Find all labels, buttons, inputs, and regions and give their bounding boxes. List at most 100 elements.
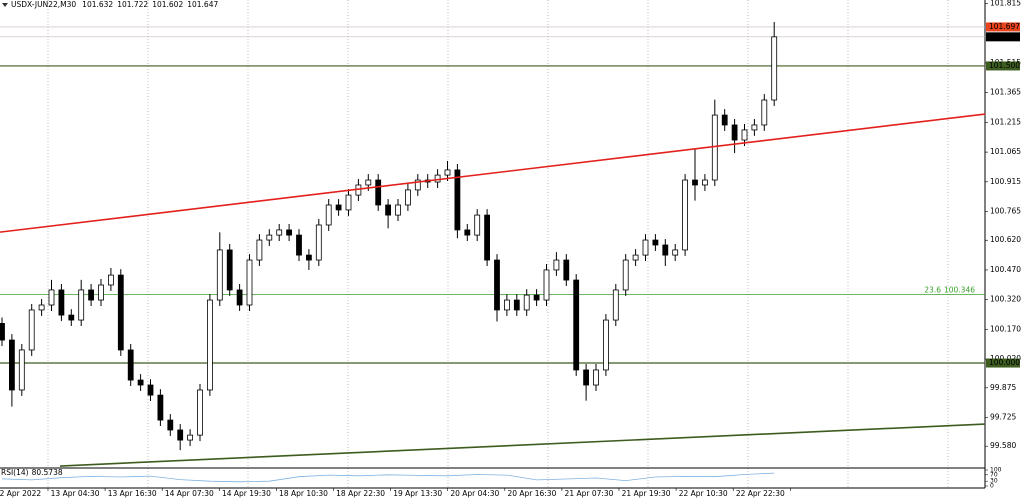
- candle-body: [266, 234, 273, 241]
- candle-body: [137, 379, 144, 386]
- candle-body: [652, 239, 659, 246]
- candle-body: [345, 194, 352, 211]
- x-tick-label: 18 Apr 10:30: [279, 489, 328, 498]
- candle-body: [444, 169, 451, 176]
- menu-arrow: [2, 3, 8, 7]
- candle-body: [157, 394, 164, 421]
- candle-body: [484, 214, 491, 261]
- rsi-name: RSI(14): [1, 468, 29, 477]
- candle-body: [414, 179, 421, 191]
- y-tick-label: 101.815: [990, 0, 1021, 8]
- rsi-tick-label: 100: [990, 467, 1002, 474]
- candle-body: [296, 234, 302, 256]
- rsi-tick-label: 30: [990, 478, 998, 485]
- candle-body: [603, 319, 609, 371]
- candle-body: [702, 179, 708, 186]
- x-tick-label: 13 Apr 04:30: [51, 489, 100, 498]
- price-box: [986, 22, 1020, 32]
- candle-body: [523, 294, 530, 311]
- y-tick-label: 100.170: [990, 324, 1021, 333]
- candle-body: [88, 289, 94, 301]
- candle-body: [563, 259, 570, 281]
- x-tick-label: 18 Apr 22:30: [336, 489, 385, 498]
- candle-body: [216, 249, 223, 301]
- x-tick-label: 21 Apr 07:30: [565, 489, 614, 498]
- candle-body: [721, 114, 728, 126]
- candle-body: [494, 259, 500, 311]
- candle-body: [8, 339, 15, 391]
- candle-body: [206, 299, 213, 391]
- candle-body: [187, 434, 194, 441]
- candle-body: [365, 179, 372, 186]
- header-high: 101.722: [117, 0, 148, 9]
- header-low: 101.602: [152, 0, 183, 9]
- rsi-tick-label: 0: [990, 483, 994, 490]
- y-tick-label: 101.215: [990, 117, 1021, 126]
- candle-body: [692, 179, 698, 186]
- y-tick-label: 100.915: [990, 177, 1021, 186]
- candle-body: [58, 289, 65, 316]
- candle-body: [404, 189, 411, 206]
- price-box: [986, 32, 1020, 42]
- candle-body: [0, 323, 5, 341]
- candle-body: [147, 384, 154, 396]
- candle-body: [236, 289, 243, 306]
- candle-body: [48, 289, 55, 306]
- time-grid: [47, 0, 949, 488]
- y-tick-label: 100.320: [990, 295, 1021, 304]
- level-label: 101.500: [989, 61, 1020, 70]
- symbol: USDX-JUN22,M30: [11, 0, 76, 9]
- rsi-value: 80.5738: [32, 468, 63, 477]
- x-tick-label: 19 Apr 13:30: [393, 489, 442, 498]
- candle-body: [662, 244, 669, 256]
- level-box: [986, 358, 1020, 368]
- rsi-tick-label: 70: [990, 471, 998, 478]
- candle-body: [612, 289, 619, 321]
- candle-body: [38, 304, 45, 311]
- candle-body: [672, 249, 679, 256]
- y-tick-label: 99.725: [990, 412, 1016, 421]
- y-tick-label: 100.470: [990, 265, 1021, 274]
- y-tick-label: 99.875: [990, 383, 1016, 392]
- x-tick-label: 20 Apr 16:30: [507, 489, 556, 498]
- candle-body: [375, 179, 382, 206]
- rsi-label: RSI(14) 80.5738: [1, 468, 63, 477]
- candle-body: [18, 349, 25, 391]
- candle-body: [454, 169, 461, 231]
- candle-body: [632, 254, 639, 261]
- trendline: [59, 423, 986, 467]
- candle-body: [108, 274, 114, 286]
- candle-body: [751, 124, 758, 131]
- candle-body: [167, 419, 174, 431]
- candle-body: [276, 229, 283, 236]
- candle-body: [741, 129, 748, 141]
- level-box: [986, 61, 1020, 71]
- candle-body: [335, 204, 342, 211]
- candle-body: [593, 369, 599, 386]
- candle-body: [434, 174, 441, 183]
- y-tick-label: 100.765: [990, 207, 1021, 216]
- x-tick-label: 12 Apr 2022: [0, 489, 41, 498]
- header-open: 101.632: [82, 0, 113, 9]
- header-close: 101.647: [187, 0, 218, 9]
- candle-body: [385, 204, 392, 216]
- candle-body: [503, 299, 510, 311]
- level-label: 100.000: [989, 358, 1020, 367]
- candle-body: [246, 259, 253, 306]
- fib-label: 23.6 100.346: [924, 286, 975, 295]
- candle-body: [197, 389, 203, 436]
- fib-ratio: 23.6: [924, 286, 941, 295]
- x-tick-label: 14 Apr 19:30: [222, 489, 271, 498]
- fib-price: 100.346: [944, 286, 975, 295]
- candle-body: [543, 269, 550, 301]
- x-tick-label: 22 Apr 10:30: [679, 489, 728, 498]
- candle-body: [761, 99, 768, 126]
- candle-body: [771, 36, 778, 101]
- candle-body: [513, 299, 520, 311]
- candle-body: [622, 259, 629, 291]
- candle-body: [305, 254, 312, 261]
- candle-body: [325, 204, 332, 226]
- candle-body: [226, 249, 233, 291]
- candle-body: [682, 179, 688, 251]
